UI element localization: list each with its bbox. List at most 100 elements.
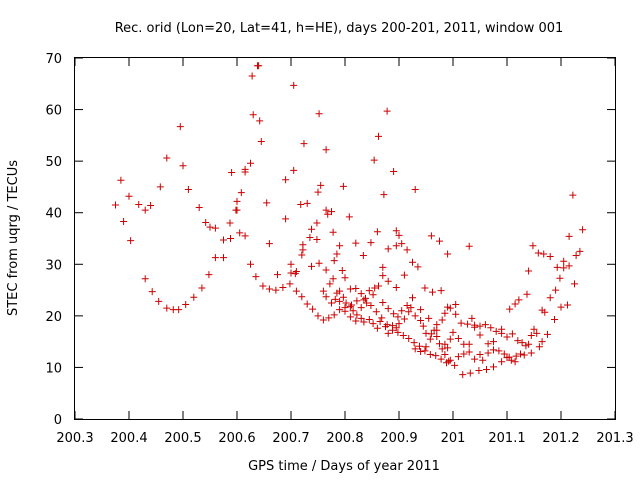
data-point — [369, 320, 377, 328]
data-point — [446, 304, 454, 312]
data-point — [398, 307, 406, 315]
data-point — [436, 340, 443, 348]
data-point — [336, 306, 344, 314]
data-point — [514, 337, 522, 345]
y-tick-label: 20 — [45, 310, 62, 325]
data-point — [198, 284, 206, 292]
y-axis-ticks: 0 10 20 30 40 50 60 70 — [45, 52, 615, 428]
data-point — [117, 176, 125, 184]
data-point — [330, 257, 338, 265]
data-point — [384, 245, 392, 253]
data-point — [560, 264, 568, 272]
data-point — [382, 323, 389, 331]
data-point — [313, 236, 321, 244]
data-points — [112, 62, 587, 379]
data-point — [336, 287, 344, 295]
data-point — [460, 350, 468, 358]
data-point — [465, 348, 473, 356]
data-point — [319, 287, 327, 295]
data-point — [446, 335, 454, 343]
data-point — [292, 268, 300, 276]
data-point — [233, 197, 241, 205]
data-point — [336, 297, 344, 305]
data-point — [546, 294, 554, 302]
data-point — [247, 159, 254, 167]
x-axis-ticks: 200.3 200.4 200.5 200.6 200.7 200.8 200.9 201 20… — [56, 58, 634, 446]
data-point — [457, 319, 465, 327]
data-point — [329, 228, 337, 236]
data-point — [346, 285, 354, 293]
data-point — [414, 263, 422, 271]
data-point — [563, 301, 571, 309]
data-point — [338, 266, 346, 274]
data-point — [560, 257, 568, 265]
data-point — [336, 242, 344, 250]
y-axis-label: STEC from uqrg / TECUs — [6, 160, 21, 316]
data-point — [525, 267, 533, 275]
data-point — [417, 306, 425, 314]
x-tick-label: 201 — [441, 431, 466, 446]
data-point — [282, 176, 290, 184]
data-point — [392, 324, 400, 332]
data-point — [367, 239, 375, 247]
data-point — [365, 315, 373, 323]
data-point — [484, 349, 492, 357]
data-point — [357, 314, 365, 322]
data-point — [530, 325, 538, 333]
data-point — [546, 253, 554, 261]
data-point — [405, 335, 413, 343]
data-point — [518, 339, 526, 347]
data-point — [417, 316, 425, 324]
data-point — [484, 340, 492, 348]
data-point — [487, 324, 495, 332]
y-tick-label: 40 — [45, 207, 62, 222]
data-point — [464, 320, 472, 328]
data-point — [392, 283, 400, 291]
data-point — [553, 263, 561, 271]
data-point — [411, 312, 419, 320]
data-point — [512, 352, 520, 360]
data-point — [363, 299, 371, 307]
data-point — [290, 166, 298, 174]
plot-frame — [74, 57, 616, 420]
data-point — [444, 250, 452, 258]
data-point — [308, 225, 316, 233]
data-point — [571, 280, 578, 288]
data-point — [432, 352, 440, 360]
data-point — [319, 316, 327, 324]
x-tick-label: 200.7 — [272, 431, 309, 446]
data-point — [409, 294, 416, 302]
data-point — [527, 349, 535, 357]
data-point — [569, 191, 577, 199]
data-point — [279, 283, 287, 291]
data-point — [534, 249, 542, 257]
data-point — [476, 331, 484, 339]
data-point — [148, 288, 156, 296]
data-point — [247, 260, 254, 268]
data-point — [380, 191, 388, 199]
data-point — [409, 258, 416, 266]
data-point — [299, 241, 307, 249]
data-point — [449, 328, 457, 336]
data-point — [392, 227, 400, 235]
data-point — [446, 356, 454, 364]
data-point — [331, 295, 339, 303]
x-tick-label: 200.3 — [56, 431, 93, 446]
data-point — [365, 287, 373, 295]
data-point — [303, 300, 311, 308]
data-point — [265, 285, 273, 293]
data-point — [476, 351, 484, 359]
data-point — [482, 365, 490, 373]
data-point — [141, 275, 149, 283]
data-point — [195, 204, 203, 212]
data-point — [441, 309, 449, 317]
data-point — [551, 315, 559, 323]
data-point — [508, 330, 516, 338]
data-point — [520, 351, 528, 359]
data-point — [379, 263, 387, 271]
data-point — [403, 302, 411, 310]
data-point — [454, 335, 462, 343]
data-point — [357, 290, 365, 298]
data-point — [205, 271, 213, 279]
data-point — [492, 327, 500, 335]
